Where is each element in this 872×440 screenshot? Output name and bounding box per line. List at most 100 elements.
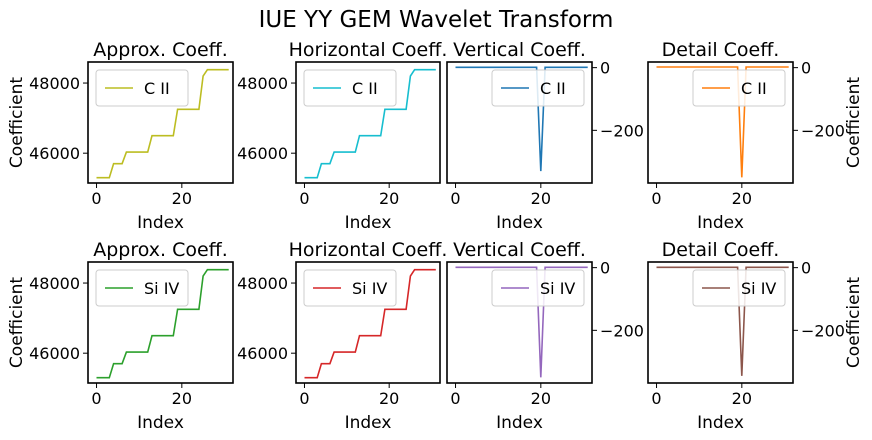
legend: C II [491, 69, 585, 107]
legend-box [95, 269, 189, 307]
y-tick-label: 0 [600, 259, 610, 278]
subplot-title: Horizontal Coeff. [289, 39, 448, 61]
legend-label: C II [144, 79, 170, 98]
plot-frame [87, 61, 234, 184]
plot-frame [446, 261, 593, 384]
series-line [304, 68, 436, 179]
legend-label: Si IV [144, 279, 179, 298]
legend: Si IV [303, 269, 397, 307]
legend-box [303, 269, 397, 307]
legend: C II [692, 69, 786, 107]
y-tick-label: 48000 [237, 274, 288, 293]
x-axis-label: Index [137, 213, 184, 233]
subplot-grid: Approx. Coeff. 0 20 46000 48000 Index Coeffici… [7, 39, 864, 433]
subplot-5: Approx. Coeff. 0 20 46000 48000 Index Coeffici… [7, 239, 234, 433]
subplot-title: Vertical Coeff. [453, 239, 586, 261]
series-line [455, 66, 588, 172]
y-axis-label: Coefficient [7, 77, 27, 168]
subplot-1: Approx. Coeff. 0 20 46000 48000 Index Coeffici… [7, 39, 234, 233]
plot-frame [446, 61, 593, 184]
legend-box [692, 69, 786, 107]
subplot-8: Detail Coeff. 0 20 −200 0 Index Coefficient Si … [647, 239, 864, 433]
subplot-2: Horizontal Coeff. 0 20 46000 48000 Index C II [237, 39, 447, 233]
legend-box [692, 269, 786, 307]
plot-frame [87, 261, 234, 384]
subplot-title: Horizontal Coeff. [289, 239, 448, 261]
x-axis-label: Index [697, 413, 744, 433]
plot-frame [647, 61, 794, 184]
plot-frame [295, 261, 441, 384]
subplot-title: Approx. Coeff. [93, 239, 228, 261]
figure-title: IUE YY GEM Wavelet Transform [259, 7, 614, 33]
subplot-title: Approx. Coeff. [93, 39, 228, 61]
x-axis-label: Index [496, 213, 543, 233]
y-tick-label: 0 [600, 59, 610, 78]
x-tick-label: 0 [651, 189, 661, 208]
legend-box [303, 69, 397, 107]
series-line [96, 68, 229, 179]
x-axis-label: Index [345, 413, 392, 433]
subplot-title: Detail Coeff. [662, 239, 780, 261]
plot-frame [295, 61, 441, 184]
x-tick-label: 20 [379, 389, 399, 408]
legend-label: C II [540, 79, 566, 98]
x-tick-label: 20 [172, 389, 192, 408]
legend: Si IV [491, 269, 585, 307]
subplot-3: Vertical Coeff. 0 20 −200 0 Index C II [446, 39, 644, 233]
x-tick-label: 20 [531, 189, 551, 208]
x-tick-label: 20 [379, 189, 399, 208]
x-tick-label: 0 [450, 189, 460, 208]
legend-label: C II [741, 79, 767, 98]
y-axis-label: Coefficient [844, 77, 864, 168]
y-tick-label: −200 [600, 321, 644, 340]
legend-box [491, 69, 585, 107]
x-tick-label: 20 [531, 389, 551, 408]
x-tick-label: 20 [732, 389, 752, 408]
x-axis-label: Index [137, 413, 184, 433]
y-tick-label: −200 [600, 121, 644, 140]
x-tick-label: 0 [450, 389, 460, 408]
x-axis-label: Index [345, 213, 392, 233]
series-line [455, 266, 588, 378]
series-line [304, 268, 436, 379]
y-tick-label: 48000 [29, 274, 80, 293]
x-tick-label: 0 [651, 389, 661, 408]
legend-box [95, 69, 189, 107]
y-tick-label: 48000 [29, 74, 80, 93]
legend-label: Si IV [352, 279, 387, 298]
legend-label: C II [352, 79, 378, 98]
x-tick-label: 0 [299, 389, 309, 408]
legend: C II [95, 69, 189, 107]
subplot-4: Detail Coeff. 0 20 −200 0 Index Coefficient C I… [647, 39, 864, 233]
legend-label: Si IV [540, 279, 575, 298]
x-axis-label: Index [697, 213, 744, 233]
plot-frame [647, 261, 794, 384]
y-tick-label: 46000 [29, 344, 80, 363]
y-axis-label: Coefficient [844, 277, 864, 368]
subplot-title: Vertical Coeff. [453, 39, 586, 61]
legend: Si IV [692, 269, 786, 307]
y-tick-label: 0 [801, 259, 811, 278]
subplot-7: Vertical Coeff. 0 20 −200 0 Index Si IV [446, 239, 644, 433]
subplot-title: Detail Coeff. [662, 39, 780, 61]
legend: C II [303, 69, 397, 107]
series-line [96, 268, 229, 379]
y-tick-label: −200 [801, 321, 845, 340]
series-line [656, 266, 789, 376]
legend-box [491, 269, 585, 307]
legend-label: Si IV [741, 279, 776, 298]
x-tick-label: 20 [172, 189, 192, 208]
x-tick-label: 0 [91, 189, 101, 208]
x-tick-label: 20 [732, 189, 752, 208]
x-axis-label: Index [496, 413, 543, 433]
y-tick-label: 46000 [237, 144, 288, 163]
y-tick-label: 48000 [237, 74, 288, 93]
y-tick-label: 0 [801, 59, 811, 78]
y-tick-label: 46000 [237, 344, 288, 363]
legend: Si IV [95, 269, 189, 307]
x-tick-label: 0 [91, 389, 101, 408]
y-tick-label: −200 [801, 121, 845, 140]
x-tick-label: 0 [299, 189, 309, 208]
subplot-6: Horizontal Coeff. 0 20 46000 48000 Index Si IV [237, 239, 447, 433]
